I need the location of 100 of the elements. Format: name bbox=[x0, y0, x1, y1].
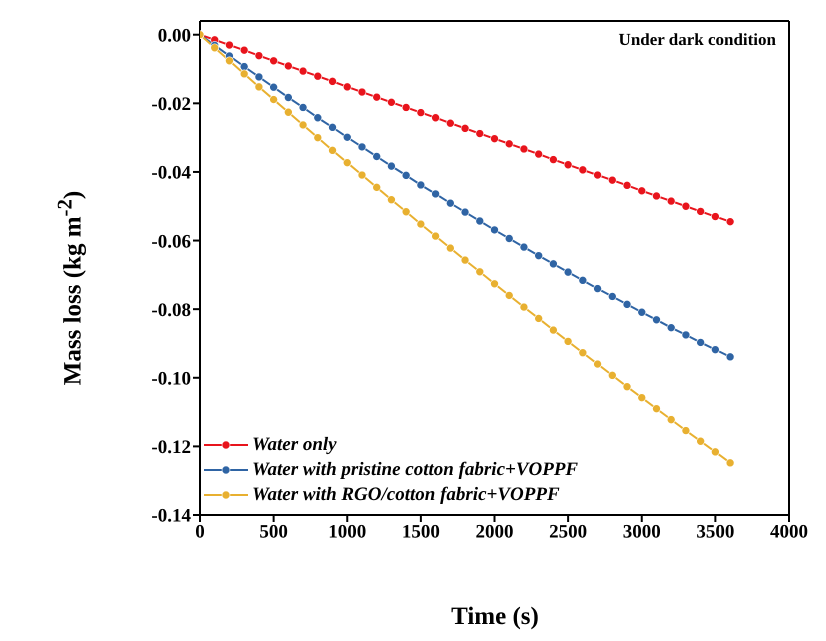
point bbox=[608, 292, 617, 301]
point bbox=[328, 123, 337, 132]
point bbox=[387, 195, 396, 204]
point bbox=[416, 180, 426, 190]
point bbox=[504, 291, 514, 300]
point bbox=[460, 208, 470, 216]
point bbox=[608, 176, 617, 184]
point bbox=[520, 144, 528, 154]
point bbox=[666, 415, 676, 424]
point bbox=[534, 150, 543, 158]
point bbox=[622, 300, 632, 309]
x-tick-label: 500 bbox=[259, 521, 288, 542]
point bbox=[446, 198, 455, 208]
point bbox=[314, 133, 322, 142]
point bbox=[578, 348, 588, 358]
y-tick-label: -0.08 bbox=[151, 300, 191, 321]
point bbox=[490, 226, 499, 234]
x-tick-label: 1000 bbox=[328, 521, 366, 542]
point bbox=[240, 70, 248, 78]
point bbox=[314, 113, 322, 122]
x-tick-label: 0 bbox=[195, 521, 205, 542]
point bbox=[269, 56, 278, 66]
point bbox=[210, 43, 220, 52]
point bbox=[298, 120, 308, 130]
point bbox=[431, 232, 440, 240]
point bbox=[593, 360, 602, 368]
point bbox=[328, 146, 337, 155]
point bbox=[342, 158, 352, 167]
point bbox=[284, 62, 293, 70]
point bbox=[696, 207, 705, 216]
point bbox=[387, 162, 396, 170]
point bbox=[372, 183, 381, 192]
y-tick-label: -0.14 bbox=[151, 506, 192, 527]
point bbox=[564, 268, 572, 276]
legend-label: Water with RGO/cotton fabric+VOPPF bbox=[252, 483, 560, 507]
x-tick-label: 1500 bbox=[402, 521, 440, 542]
point bbox=[726, 217, 734, 226]
point bbox=[637, 308, 646, 317]
y-tick-label: -0.04 bbox=[151, 162, 192, 184]
point bbox=[652, 404, 661, 413]
x-tick-label: 2000 bbox=[476, 521, 514, 542]
point bbox=[372, 152, 381, 161]
point bbox=[358, 170, 366, 180]
point bbox=[460, 256, 470, 264]
point bbox=[254, 82, 264, 92]
point bbox=[225, 56, 234, 66]
x-tick-label: 3000 bbox=[622, 521, 661, 542]
y-tick-label: -0.02 bbox=[151, 94, 191, 116]
legend-label: Water with pristine cotton fabric+VOPPF bbox=[252, 458, 578, 482]
point bbox=[431, 113, 440, 122]
point bbox=[402, 171, 410, 180]
point bbox=[726, 458, 734, 468]
y-tick-label: -0.06 bbox=[151, 231, 191, 252]
point bbox=[342, 132, 352, 142]
point bbox=[358, 142, 366, 152]
point bbox=[666, 323, 676, 332]
y-tick-label: -0.10 bbox=[151, 368, 191, 390]
point bbox=[711, 212, 720, 221]
point bbox=[254, 51, 264, 60]
point bbox=[534, 314, 543, 323]
point bbox=[711, 448, 720, 456]
point bbox=[446, 118, 455, 128]
point bbox=[564, 160, 572, 170]
point bbox=[269, 95, 278, 104]
point bbox=[564, 337, 572, 346]
point bbox=[475, 129, 484, 138]
point bbox=[431, 190, 440, 198]
point bbox=[637, 393, 646, 402]
x-tick-label: 2500 bbox=[549, 521, 588, 542]
point bbox=[593, 284, 602, 293]
point bbox=[593, 170, 602, 180]
point bbox=[416, 108, 426, 117]
point bbox=[240, 62, 248, 71]
point bbox=[652, 316, 661, 324]
y-tick-label: -0.12 bbox=[151, 437, 191, 458]
point bbox=[682, 426, 690, 435]
point bbox=[460, 124, 470, 133]
x-tick-label: 3500 bbox=[696, 521, 734, 542]
point bbox=[225, 40, 234, 50]
point bbox=[637, 186, 646, 196]
point bbox=[298, 103, 308, 112]
point bbox=[622, 181, 632, 190]
point bbox=[284, 108, 293, 117]
point bbox=[578, 166, 588, 174]
point bbox=[284, 93, 293, 102]
point bbox=[520, 242, 528, 252]
point bbox=[387, 98, 396, 107]
point bbox=[446, 244, 455, 252]
point bbox=[402, 103, 410, 112]
point bbox=[254, 72, 264, 82]
point bbox=[666, 196, 676, 206]
point bbox=[652, 192, 661, 200]
y-tick-label: 0.00 bbox=[158, 25, 191, 46]
point bbox=[549, 155, 558, 164]
point bbox=[342, 82, 352, 92]
x-axis-title: Time (s) bbox=[450, 603, 540, 631]
point bbox=[504, 234, 514, 243]
point bbox=[549, 326, 558, 334]
point bbox=[269, 82, 278, 92]
point bbox=[504, 140, 514, 148]
